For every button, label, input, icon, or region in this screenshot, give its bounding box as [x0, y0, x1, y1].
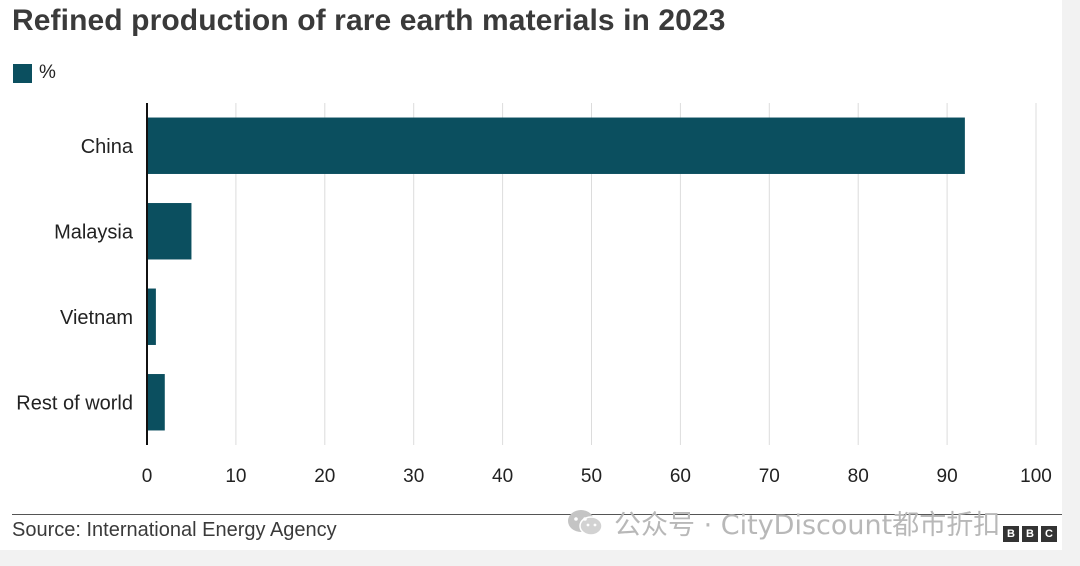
category-label: China — [81, 136, 134, 158]
x-tick-label: 80 — [848, 466, 869, 487]
x-tick-label: 20 — [314, 466, 335, 487]
category-label: Malaysia — [54, 221, 134, 243]
category-label: Vietnam — [60, 307, 133, 329]
bar — [147, 203, 192, 260]
chart-frame: Refined production of rare earth materia… — [0, 0, 1062, 550]
x-tick-label: 90 — [937, 466, 958, 487]
x-tick-label: 10 — [225, 466, 246, 487]
bar — [147, 374, 165, 431]
bar-chart: 0 10 20 30 40 50 60 70 80 90 100 China Malaysia Vietn… — [16, 103, 1052, 487]
x-tick-label: 70 — [759, 466, 780, 487]
x-tick-label: 100 — [1020, 466, 1052, 487]
legend-label: % — [39, 62, 56, 83]
x-tick-label: 50 — [581, 466, 602, 487]
x-tick-label: 40 — [492, 466, 513, 487]
footer-divider — [12, 514, 1062, 515]
source-note: Source: International Energy Agency — [12, 519, 337, 541]
bar — [147, 288, 156, 345]
bbc-logo-letter: B — [1003, 526, 1019, 542]
x-tick-label: 30 — [403, 466, 424, 487]
category-label: Rest of world — [16, 392, 133, 414]
legend: % — [13, 62, 56, 84]
bar — [147, 117, 965, 174]
watermark: 公众号 · CityDiscount都市折扣 — [566, 503, 1000, 542]
watermark-text: 公众号 · CityDiscount都市折扣 — [614, 510, 1001, 541]
legend-swatch — [13, 63, 32, 83]
wechat-icon — [568, 509, 603, 536]
bbc-logo-letter: B — [1022, 526, 1038, 542]
x-tick-label: 60 — [670, 466, 691, 487]
x-tick-label: 0 — [142, 466, 153, 487]
bbc-logo-letter: C — [1041, 526, 1057, 542]
bbc-logo: B B C — [1003, 526, 1057, 542]
chart-title: Refined production of rare earth materia… — [12, 4, 726, 37]
